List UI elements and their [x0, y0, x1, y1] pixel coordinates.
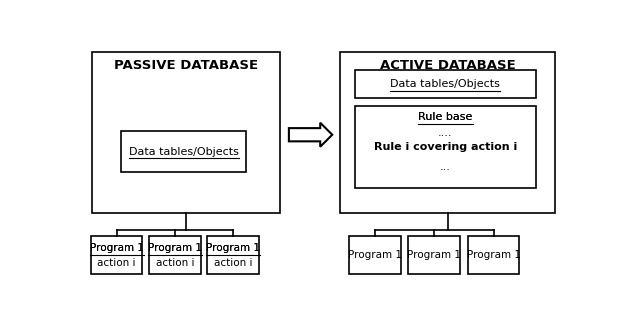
Bar — [355, 106, 536, 188]
Text: Data tables/Objects: Data tables/Objects — [391, 79, 500, 89]
Text: PASSIVE DATABASE: PASSIVE DATABASE — [114, 59, 258, 72]
Bar — [92, 52, 280, 213]
Text: action i: action i — [97, 258, 136, 268]
Text: Program 1: Program 1 — [348, 250, 402, 260]
Bar — [149, 236, 201, 274]
Text: Program 1: Program 1 — [90, 243, 144, 253]
Bar — [468, 236, 519, 274]
Text: Program 1: Program 1 — [148, 243, 202, 253]
Bar — [340, 52, 555, 213]
Text: Rule base: Rule base — [418, 112, 473, 122]
Text: action i: action i — [214, 258, 253, 268]
Bar — [409, 236, 460, 274]
Text: Rule base: Rule base — [418, 112, 473, 122]
Text: ....: .... — [438, 128, 453, 138]
Bar — [355, 70, 536, 97]
Text: Program 1: Program 1 — [90, 243, 144, 253]
Text: action i: action i — [156, 258, 194, 268]
Text: Program 1: Program 1 — [207, 243, 260, 253]
Text: Program 1: Program 1 — [207, 243, 260, 253]
Bar — [121, 131, 246, 172]
Text: ACTIVE DATABASE: ACTIVE DATABASE — [380, 59, 516, 72]
Bar — [207, 236, 259, 274]
Text: Program 1: Program 1 — [148, 243, 202, 253]
Text: Data tables/Objects: Data tables/Objects — [129, 147, 239, 157]
PathPatch shape — [289, 123, 332, 147]
Text: Rule i covering action i: Rule i covering action i — [374, 142, 517, 152]
Text: Program 1: Program 1 — [466, 250, 521, 260]
Text: ...: ... — [440, 162, 451, 172]
Bar — [349, 236, 401, 274]
Bar — [91, 236, 142, 274]
Text: Program 1: Program 1 — [407, 250, 462, 260]
